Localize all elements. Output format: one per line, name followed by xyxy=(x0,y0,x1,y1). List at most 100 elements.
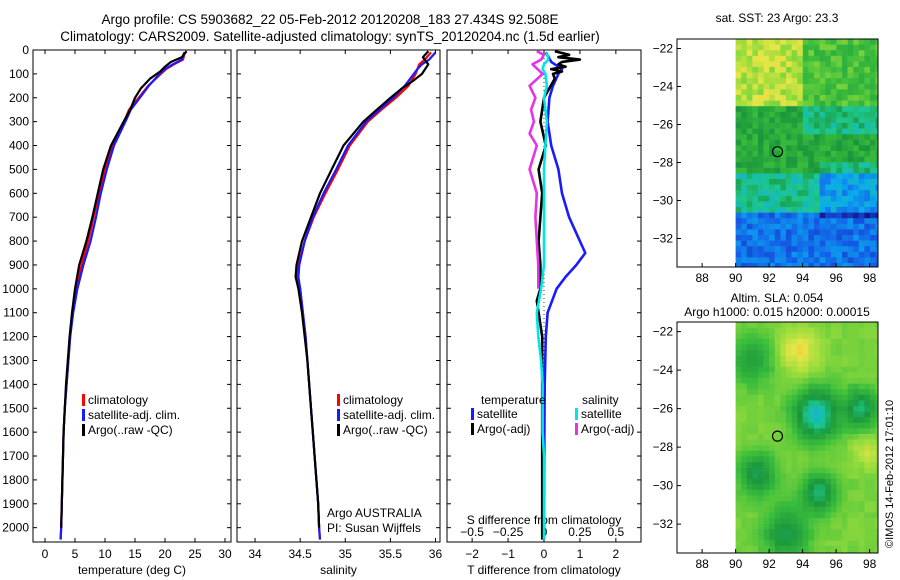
map-cell xyxy=(791,235,798,241)
map-cell xyxy=(842,506,848,513)
map-cell xyxy=(819,72,826,79)
map-cell xyxy=(763,190,770,197)
map-cell xyxy=(858,100,865,107)
map-cell xyxy=(769,117,776,124)
map-cell xyxy=(774,361,781,368)
map-cell xyxy=(853,518,860,524)
map-cell xyxy=(870,139,876,146)
y-tick-label: −22 xyxy=(653,42,674,56)
map-cell xyxy=(853,78,860,85)
map-cell xyxy=(819,223,826,230)
map-cell xyxy=(763,134,770,141)
map-cell xyxy=(808,478,815,485)
map-cell xyxy=(791,355,798,362)
map-cell xyxy=(797,540,804,547)
map-cell xyxy=(808,263,815,268)
x-tick-label: 36 xyxy=(429,547,443,561)
map-cell xyxy=(752,534,759,541)
map-cell xyxy=(858,106,865,113)
map-cell xyxy=(819,195,826,202)
map-cell xyxy=(769,495,776,502)
map-cell xyxy=(780,389,787,396)
map-cell xyxy=(797,89,804,96)
map-cell xyxy=(797,417,804,424)
map-cell xyxy=(842,39,848,45)
map-cell xyxy=(758,406,764,412)
map-cell xyxy=(853,333,860,340)
map-cell xyxy=(870,456,876,463)
map-cell xyxy=(791,223,798,230)
map-cell xyxy=(791,78,798,85)
map-cell xyxy=(864,195,871,202)
map-cell xyxy=(819,361,826,368)
map-cell xyxy=(808,529,815,536)
map-cell xyxy=(780,445,787,452)
map-cell xyxy=(758,240,764,247)
map-cell xyxy=(864,338,871,345)
map-cell xyxy=(791,394,798,401)
map-cell xyxy=(797,445,804,452)
map-cell xyxy=(741,151,748,157)
legend-label: climatology xyxy=(343,393,403,407)
map-cell xyxy=(808,151,815,157)
temp-satellite-diff-line xyxy=(542,51,587,540)
map-cell xyxy=(769,512,776,519)
map-cell xyxy=(741,207,748,213)
map-cell xyxy=(786,406,792,412)
map-cell xyxy=(741,473,748,480)
map-cell xyxy=(870,83,876,90)
map-cell xyxy=(802,372,809,379)
map-cell xyxy=(808,518,815,524)
map-cell xyxy=(802,235,809,241)
map-cell xyxy=(830,394,837,401)
map-cell xyxy=(875,151,879,157)
map-cell xyxy=(808,411,815,418)
map-cell xyxy=(836,111,843,118)
map-cell xyxy=(819,372,826,379)
map-cell xyxy=(875,350,879,356)
map-cell xyxy=(763,378,770,384)
map-cell xyxy=(746,78,753,85)
map-cell xyxy=(752,83,759,90)
map-cell xyxy=(746,490,753,496)
map-cell xyxy=(802,518,809,524)
map-cell xyxy=(735,389,742,396)
map-cell xyxy=(864,44,871,51)
map-cell xyxy=(797,123,804,129)
map-cell xyxy=(864,235,871,241)
pi-annotation: PI: Susan Wijffels xyxy=(327,521,421,535)
map-cell xyxy=(746,123,753,129)
map-cell xyxy=(864,372,871,379)
map-cell xyxy=(825,456,832,463)
map-cell xyxy=(858,450,865,457)
map-cell xyxy=(780,240,787,247)
map-cell xyxy=(752,366,759,373)
legend-label: satellite-adj. clim. xyxy=(88,408,180,422)
map-cell xyxy=(853,411,860,418)
map-cell xyxy=(814,106,820,113)
map-cell xyxy=(763,361,770,368)
map-cell xyxy=(758,218,764,225)
map-cell xyxy=(802,333,809,340)
map-cell xyxy=(741,450,748,457)
map-cell xyxy=(797,251,804,258)
map-cell xyxy=(769,207,776,213)
y-tick-label: 600 xyxy=(9,186,29,200)
map-cell xyxy=(836,551,843,554)
map-cell xyxy=(763,439,770,446)
map-cell xyxy=(791,190,798,197)
map-cell xyxy=(758,151,764,157)
map-cell xyxy=(825,344,832,351)
map-cell xyxy=(735,263,742,268)
map-cell xyxy=(819,123,826,129)
map-cell xyxy=(836,350,843,356)
map-cell xyxy=(774,195,781,202)
map-cell xyxy=(808,67,815,73)
x-tick-label: 96 xyxy=(829,557,843,571)
map-cell xyxy=(802,445,809,452)
map-cell xyxy=(735,44,742,51)
map-cell xyxy=(819,389,826,396)
map-cell xyxy=(786,512,792,519)
map-cell xyxy=(735,151,742,157)
map-cell xyxy=(808,495,815,502)
